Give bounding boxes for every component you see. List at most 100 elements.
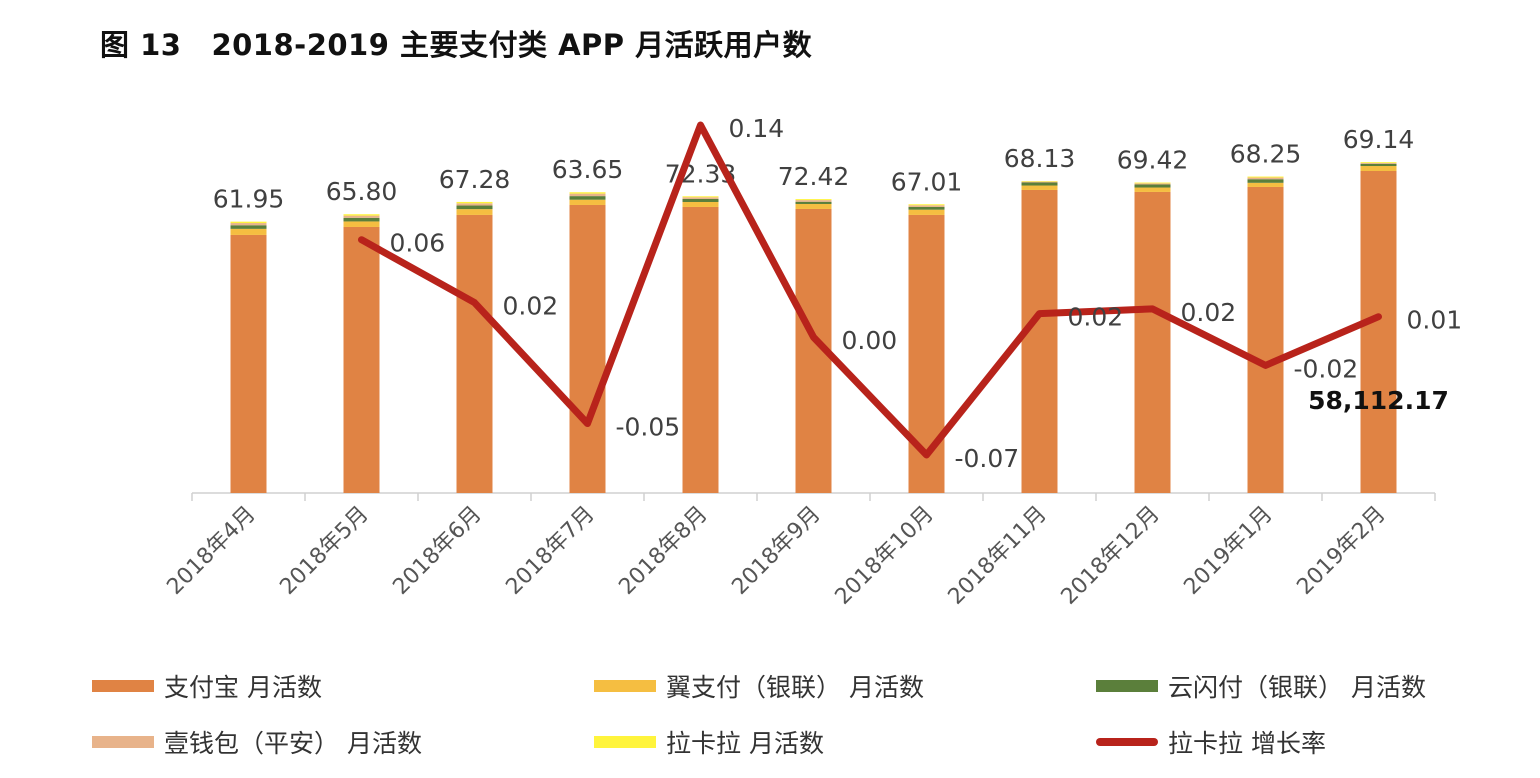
growth-rate-point bbox=[1377, 315, 1380, 318]
legend-label: 壹钱包（平安） 月活数 bbox=[164, 729, 422, 758]
bar-segment-4 bbox=[795, 200, 832, 202]
legend-swatch bbox=[1096, 680, 1158, 692]
bar-segment-5 bbox=[1247, 176, 1284, 178]
legend-label: 拉卡拉 月活数 bbox=[666, 729, 824, 758]
legend-line-swatch bbox=[1096, 738, 1158, 746]
legend-item-lakala: 拉卡拉 月活数 bbox=[594, 724, 824, 760]
growth-rate-point bbox=[1264, 364, 1267, 367]
legend-label: 拉卡拉 增长率 bbox=[1168, 729, 1326, 758]
bar-segment-4 bbox=[1360, 162, 1397, 164]
bar-segment-5 bbox=[908, 204, 945, 206]
bar-segment-3 bbox=[1021, 182, 1058, 186]
title-text: 2018-2019 主要支付类 APP 月活跃用户数 bbox=[211, 28, 813, 62]
bar-segment-4 bbox=[230, 223, 267, 226]
legend-label: 翼支付（银联） 月活数 bbox=[666, 673, 924, 702]
bar-segment-1 bbox=[1247, 186, 1284, 493]
bar-segment-1 bbox=[1134, 191, 1171, 493]
bar-segment-1 bbox=[343, 226, 380, 494]
bar-segment-3 bbox=[569, 196, 606, 200]
bar-top-label: 67.01 bbox=[891, 167, 963, 196]
bar-top-label: 61.95 bbox=[213, 185, 285, 214]
bar-segment-3 bbox=[682, 198, 719, 202]
bar-segment-2 bbox=[569, 199, 606, 205]
bar-segment-3 bbox=[1134, 184, 1171, 188]
bar-segment-1 bbox=[682, 206, 719, 494]
bar-segment-5 bbox=[230, 221, 267, 224]
bar-segment-2 bbox=[230, 228, 267, 235]
bar-segment-1 bbox=[1360, 171, 1397, 493]
bar-segment-5 bbox=[343, 214, 380, 216]
bar-top-label: 69.42 bbox=[1117, 146, 1189, 175]
legend-swatch bbox=[92, 680, 154, 692]
bar-segment-3 bbox=[795, 201, 832, 204]
bar-segment-3 bbox=[343, 217, 380, 222]
bar-segment-4 bbox=[1021, 181, 1058, 183]
legend-item-yiqianbao: 壹钱包（平安） 月活数 bbox=[92, 724, 422, 760]
bar-top-label: 67.28 bbox=[439, 165, 511, 194]
x-tick-label: 2019年2月 bbox=[1292, 502, 1390, 600]
growth-rate-point bbox=[812, 336, 815, 339]
alipay-value-label: 58,112.17 bbox=[1308, 386, 1449, 415]
legend-item-lakala-growth: 拉卡拉 增长率 bbox=[1096, 724, 1326, 760]
x-tick-label: 2018年5月 bbox=[275, 502, 373, 600]
legend-label: 云闪付（银联） 月活数 bbox=[1168, 673, 1426, 702]
bar-segment-5 bbox=[1134, 182, 1171, 184]
bar-segment-2 bbox=[1360, 166, 1397, 171]
bar-segment-4 bbox=[569, 193, 606, 197]
growth-rate-point bbox=[586, 422, 589, 425]
legend-item-alipay: 支付宝 月活数 bbox=[92, 668, 322, 704]
bar-segment-3 bbox=[1360, 163, 1397, 167]
bar-segment-4 bbox=[682, 197, 719, 199]
growth-rate-label: 0.02 bbox=[1181, 298, 1237, 327]
bar-segment-1 bbox=[230, 234, 267, 493]
bar-top-label: 69.14 bbox=[1343, 125, 1415, 154]
bar-segment-5 bbox=[569, 192, 606, 194]
bar-segment-2 bbox=[456, 209, 493, 215]
bar-segment-1 bbox=[456, 214, 493, 494]
growth-rate-point bbox=[925, 453, 928, 456]
x-tick-label: 2019年1月 bbox=[1179, 502, 1277, 600]
growth-rate-label: -0.05 bbox=[616, 413, 681, 442]
bar-top-label: 63.65 bbox=[552, 155, 624, 184]
bar-segment-5 bbox=[456, 201, 493, 204]
legend-label: 支付宝 月活数 bbox=[164, 673, 322, 702]
x-tick-label: 2018年9月 bbox=[727, 502, 825, 600]
x-tick-label: 2018年12月 bbox=[1057, 502, 1165, 610]
bar-segment-2 bbox=[343, 221, 380, 227]
x-tick-label: 2018年7月 bbox=[501, 502, 599, 600]
bar-segment-4 bbox=[343, 215, 380, 218]
bar-segment-4 bbox=[908, 205, 945, 207]
bar-segment-2 bbox=[795, 203, 832, 209]
growth-rate-label: 0.14 bbox=[729, 114, 785, 143]
bar-segment-4 bbox=[1247, 177, 1284, 180]
x-tick-label: 2018年11月 bbox=[944, 502, 1052, 610]
x-tick-label: 2018年8月 bbox=[614, 502, 712, 600]
legend-item-bestpay: 翼支付（银联） 月活数 bbox=[594, 668, 924, 704]
legend-swatch bbox=[594, 680, 656, 692]
bar-segment-4 bbox=[456, 203, 493, 206]
growth-rate-point bbox=[1151, 307, 1154, 310]
growth-rate-point bbox=[473, 301, 476, 304]
growth-rate-label: 0.02 bbox=[503, 292, 559, 321]
bar-segment-4 bbox=[1134, 183, 1171, 185]
legend-swatch bbox=[92, 736, 154, 748]
x-tick-label: 2018年4月 bbox=[162, 502, 260, 600]
bar-segment-2 bbox=[1021, 185, 1058, 190]
growth-rate-label: -0.07 bbox=[955, 444, 1020, 473]
bar-top-label: 68.25 bbox=[1230, 140, 1302, 169]
bar-segment-3 bbox=[456, 205, 493, 210]
x-tick-label: 2018年10月 bbox=[831, 502, 939, 610]
growth-rate-label: 0.06 bbox=[390, 229, 446, 258]
growth-rate-label: 0.01 bbox=[1407, 306, 1463, 335]
bar-segment-5 bbox=[1021, 181, 1058, 182]
bar-segment-2 bbox=[1134, 187, 1171, 192]
bar-top-label: 65.80 bbox=[326, 177, 398, 206]
bar-segment-3 bbox=[230, 225, 267, 229]
legend-item-unionpay: 云闪付（银联） 月活数 bbox=[1096, 668, 1426, 704]
bar-segment-1 bbox=[569, 204, 606, 494]
growth-rate-point bbox=[1038, 312, 1041, 315]
bar-top-label: 72.42 bbox=[778, 162, 850, 191]
growth-rate-point bbox=[360, 238, 363, 241]
bar-segment-3 bbox=[1247, 179, 1284, 183]
bar-segment-3 bbox=[908, 206, 945, 210]
